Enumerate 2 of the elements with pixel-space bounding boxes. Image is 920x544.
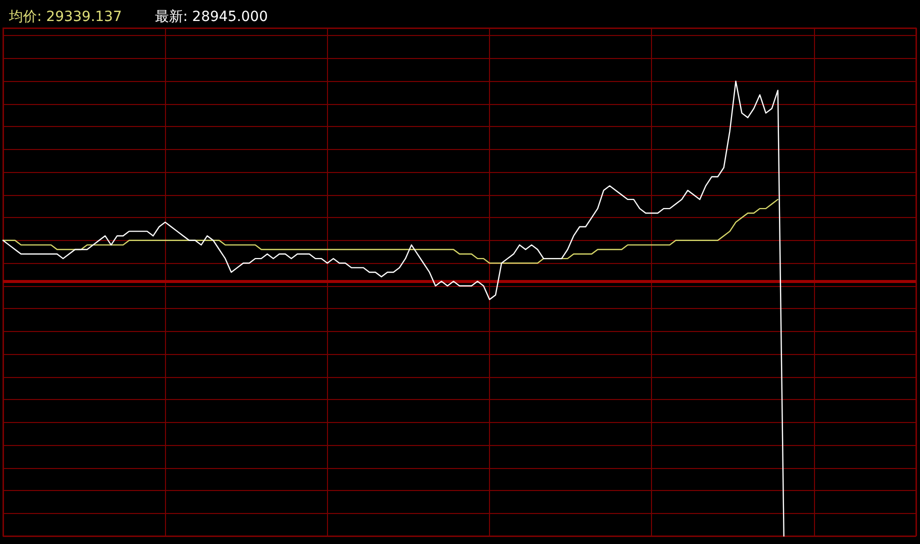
chart-title: 均价: 29339.137: [8, 9, 122, 25]
chart-subtitle: 最新: 28945.000: [155, 9, 268, 25]
